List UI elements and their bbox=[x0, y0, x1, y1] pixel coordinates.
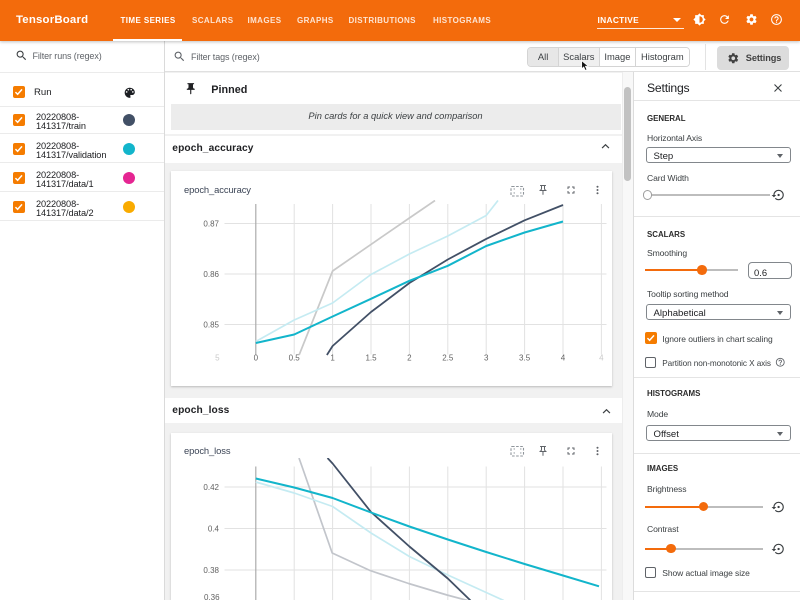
svg-text:0.38: 0.38 bbox=[203, 565, 219, 574]
svg-text:0.85: 0.85 bbox=[203, 320, 219, 329]
svg-text:4: 4 bbox=[599, 354, 604, 363]
svg-text:5: 5 bbox=[215, 354, 220, 363]
svg-text:0.5: 0.5 bbox=[288, 354, 300, 363]
svg-text:3.5: 3.5 bbox=[519, 354, 531, 363]
svg-text:1.5: 1.5 bbox=[365, 354, 377, 363]
svg-text:0.86: 0.86 bbox=[203, 270, 219, 279]
svg-text:3: 3 bbox=[483, 354, 488, 363]
svg-text:0.42: 0.42 bbox=[203, 482, 219, 491]
svg-text:0: 0 bbox=[253, 354, 258, 363]
svg-text:4: 4 bbox=[560, 354, 565, 363]
svg-text:0.87: 0.87 bbox=[203, 219, 219, 228]
svg-text:2.5: 2.5 bbox=[442, 354, 454, 363]
svg-text:1: 1 bbox=[330, 354, 335, 363]
svg-text:0.4: 0.4 bbox=[207, 524, 219, 533]
svg-text:2: 2 bbox=[407, 354, 412, 363]
